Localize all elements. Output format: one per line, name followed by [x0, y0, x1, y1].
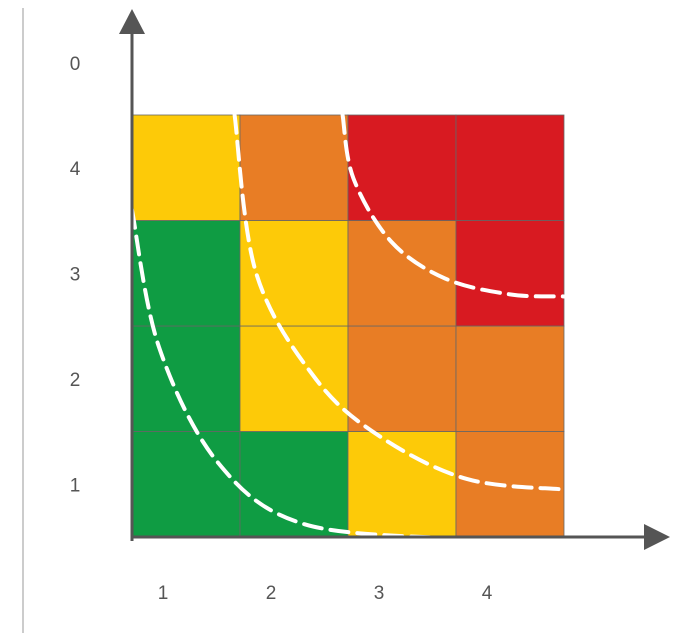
heatmap-cell-1-4 — [131, 114, 241, 221]
heatmap-cell-1-1 — [131, 431, 241, 538]
x-axis-arrow-icon — [644, 524, 670, 550]
heatmap-cell-1-3 — [131, 220, 241, 327]
y-tick-label: 1 — [70, 475, 81, 496]
x-tick-label: 4 — [482, 583, 493, 604]
y-tick-label-top: 0 — [70, 54, 81, 75]
x-tick-label: 1 — [158, 583, 169, 604]
zone-boundary-2 — [232, 113, 566, 492]
heatmap-cell-4-4 — [455, 114, 565, 221]
y-tick-label: 2 — [70, 370, 81, 391]
heatmap-cell-2-2 — [239, 325, 349, 432]
heatmap-cell-4-1 — [455, 431, 565, 538]
heatmap-cell-4-2 — [455, 325, 565, 432]
y-tick-label: 3 — [70, 264, 81, 285]
heatmap-cell-1-2 — [131, 325, 241, 432]
zone-boundary-1 — [130, 207, 469, 542]
y-tick-label: 4 — [70, 159, 81, 180]
zone-boundaries — [130, 113, 566, 542]
heatmap-cell-3-1 — [347, 431, 457, 538]
x-tick-label: 3 — [374, 583, 385, 604]
y-axis-arrow-icon — [119, 9, 145, 34]
axes — [119, 9, 670, 550]
zone-boundary-3 — [340, 113, 566, 299]
heatmap-cells — [131, 114, 565, 538]
heatmap-cell-4-3 — [455, 220, 565, 327]
heatmap-cell-3-2 — [347, 325, 457, 432]
x-tick-label: 2 — [266, 583, 277, 604]
heatmap-cell-2-4 — [239, 114, 349, 221]
heatmap-cell-3-3 — [347, 220, 457, 327]
tick-labels: 0 1 2 3 4 1 2 3 4 — [70, 54, 493, 604]
heatmap-cell-2-3 — [239, 220, 349, 327]
